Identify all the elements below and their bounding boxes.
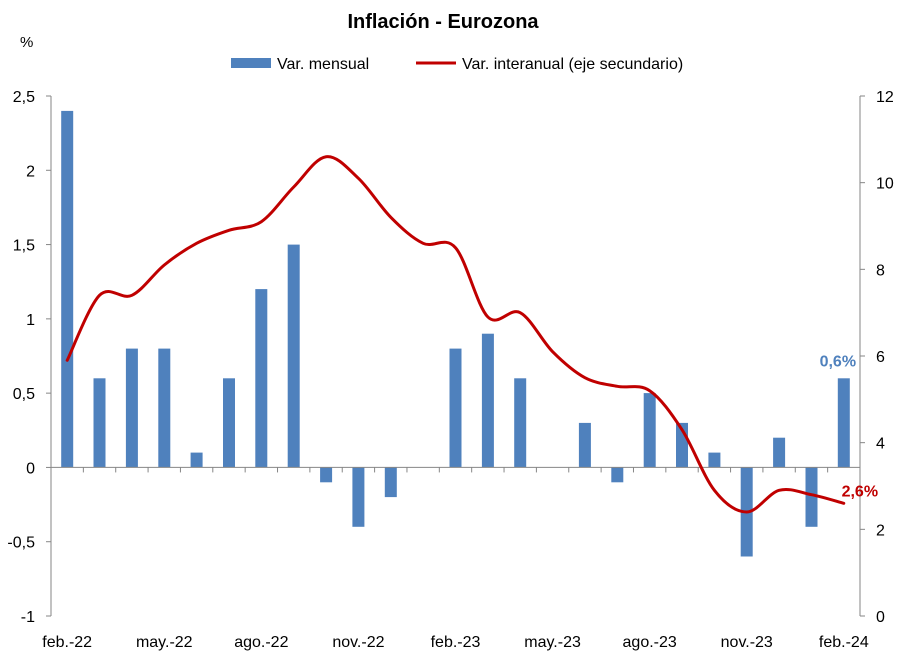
bar-may.-22 [158,348,171,468]
x-tick-label: ago.-23 [623,634,677,651]
legend: Var. mensual Var. interanual (eje secund… [231,56,683,73]
y-tick-label-secondary: 10 [876,176,894,193]
x-tick-label: feb.-24 [819,634,869,651]
y-tick-label-secondary: 6 [876,349,885,366]
bar-mar.-23 [481,333,494,468]
bar-feb.-22 [61,110,74,468]
legend-label-line: Var. interanual (eje secundario) [462,56,683,73]
bar-dic.-23 [773,437,786,468]
bar-oct.-23 [708,452,721,468]
y-tick-label-primary: 2,5 [13,89,35,106]
bar-jun.-23 [578,422,591,468]
line-series [65,155,846,514]
y-tick-label-primary: -0,5 [7,535,35,552]
y-tick-label-primary: 2 [26,163,35,180]
bar-ene.-24 [805,467,818,527]
bar-series [61,110,850,557]
bar-sep.-22 [287,244,300,468]
bar-nov.-22 [352,467,365,527]
tick-labels: -1 -0,5 0 0,5 1 1,5 2 2,5 0 2 4 6 8 10 12 feb.-22 may.-2… [7,89,893,651]
y-tick-label-secondary: 12 [876,89,894,106]
legend-swatch-bars [231,58,271,68]
annotations: 0,6% 2,6% [820,353,878,500]
y-tick-label-secondary: 4 [876,436,885,453]
x-tick-label: feb.-22 [42,634,92,651]
x-tick-label: nov.-22 [332,634,384,651]
bar-mar.-22 [93,378,106,468]
x-tick-label: may.-22 [136,634,193,651]
y-tick-label-secondary: 0 [876,609,885,626]
x-tick-label: may.-23 [524,634,581,651]
bar-abr.-22 [125,348,138,468]
bar-jul.-23 [611,467,624,483]
y-tick-label-secondary: 8 [876,262,885,279]
x-tick-label: feb.-23 [431,634,481,651]
x-tick-label: nov.-23 [721,634,773,651]
bar-abr.-23 [514,378,527,468]
bar-dic.-22 [384,467,397,498]
bar-feb.-24 [837,378,850,468]
bar-jul.-22 [223,378,235,468]
callout-interanual: 2,6% [842,483,878,500]
bar-feb.-23 [449,348,462,468]
legend-label-bars: Var. mensual [277,56,369,73]
axes [46,95,865,617]
line-interanual [65,155,846,514]
y-axis-unit: % [20,34,33,51]
y-tick-label-secondary: 2 [876,522,885,539]
x-tick-label: ago.-22 [234,634,288,651]
y-tick-label-primary: 0 [26,460,35,477]
bar-ago.-22 [255,289,268,468]
callout-mensual: 0,6% [820,353,856,370]
y-tick-label-primary: 0,5 [13,386,35,403]
y-tick-label-primary: -1 [21,609,35,626]
bar-ago.-23 [643,393,656,468]
y-tick-label-primary: 1,5 [13,238,35,255]
bar-jun.-22 [190,452,203,468]
bar-oct.-22 [320,467,333,483]
y-tick-label-primary: 1 [26,312,35,329]
chart-title: Inflación - Eurozona [347,11,539,33]
